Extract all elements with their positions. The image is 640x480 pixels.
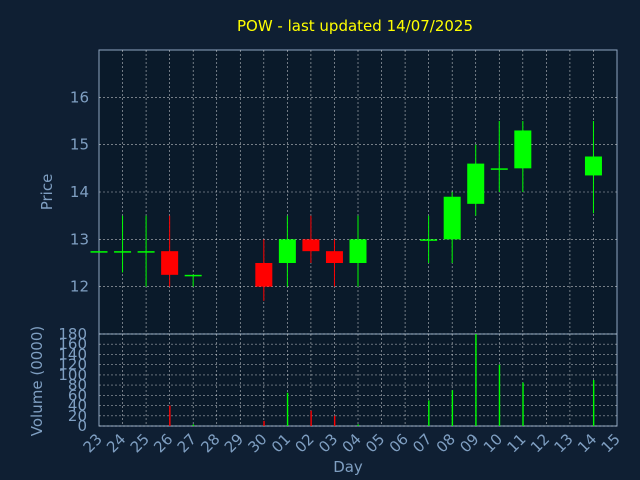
volume-bar <box>522 382 524 426</box>
date-tick-label: 14 <box>574 430 600 456</box>
candle-body <box>443 196 461 240</box>
candle-body <box>255 263 273 287</box>
x-axis-title: Day <box>333 458 363 476</box>
candle-body <box>349 239 367 263</box>
volume-tick-label: 180 <box>58 325 87 343</box>
volume-tick-label: 40 <box>68 397 87 415</box>
date-tick-label: 11 <box>503 430 529 456</box>
candle-body <box>114 251 132 253</box>
volume-bar <box>498 364 501 426</box>
price-tick-label: 15 <box>70 136 89 154</box>
volume-tick-label: 160 <box>58 335 87 353</box>
candle-body <box>467 163 485 204</box>
date-tick-label: 30 <box>244 430 270 456</box>
date-tick-label: 28 <box>197 430 223 456</box>
volume-bar <box>286 392 289 426</box>
date-tick-label: 13 <box>551 430 577 456</box>
volume-bar <box>333 415 336 426</box>
volume-bar <box>428 400 430 426</box>
date-tick-label: 29 <box>221 430 247 456</box>
volume-tick-label: 80 <box>68 376 87 394</box>
volume-tick-label: 0 <box>77 417 87 435</box>
volume-tick-label: 60 <box>68 386 87 404</box>
volume-bar <box>310 410 312 426</box>
candle-body <box>514 130 532 169</box>
price-tick-label: 16 <box>70 88 89 106</box>
date-tick-label: 26 <box>150 430 176 456</box>
volume-bar <box>592 380 595 426</box>
date-tick-label: 24 <box>103 430 129 456</box>
price-tick-label: 14 <box>70 183 89 201</box>
volume-bar <box>169 405 171 426</box>
volume-bar <box>263 420 265 426</box>
date-tick-label: 03 <box>315 430 341 456</box>
volume-tick-label: 20 <box>68 407 87 425</box>
candle-body <box>161 251 179 275</box>
date-tick-label: 04 <box>339 430 365 456</box>
date-tick-label: 15 <box>598 430 624 456</box>
date-tick-label: 06 <box>386 430 412 456</box>
date-tick-label: 27 <box>174 430 200 456</box>
candle-body <box>490 168 508 170</box>
date-tick-label: 08 <box>433 430 459 456</box>
date-tick-label: 10 <box>480 430 506 456</box>
candle-body <box>278 239 296 263</box>
candle-body <box>90 251 108 253</box>
volume-tick-label: 120 <box>58 356 87 374</box>
date-tick-label: 25 <box>127 430 153 456</box>
date-tick-label: 12 <box>527 430 553 456</box>
price-tick-label: 12 <box>70 278 89 296</box>
candle-body <box>584 156 602 176</box>
volume-axis-title: Volume (0000) <box>28 326 46 436</box>
volume-bar <box>451 390 454 426</box>
volume-bar <box>475 334 477 426</box>
volume-bar <box>357 424 359 426</box>
price-tick-label: 13 <box>70 230 89 248</box>
price-axis-title: Price <box>38 174 56 211</box>
volume-tick-label: 140 <box>58 345 87 363</box>
date-tick-label: 07 <box>409 430 435 456</box>
candle-body <box>184 274 202 277</box>
candle-body <box>325 251 343 263</box>
date-tick-label: 01 <box>268 430 294 456</box>
date-tick-label: 02 <box>292 430 318 456</box>
date-tick-label: 09 <box>456 430 482 456</box>
candle-body <box>302 239 320 252</box>
volume-tick-label: 100 <box>58 366 87 384</box>
candle-body <box>420 239 438 241</box>
chart-title: POW - last updated 14/07/2025 <box>237 17 473 35</box>
candle-body <box>137 251 155 253</box>
date-tick-label: 05 <box>362 430 388 456</box>
volume-bar <box>192 424 195 426</box>
